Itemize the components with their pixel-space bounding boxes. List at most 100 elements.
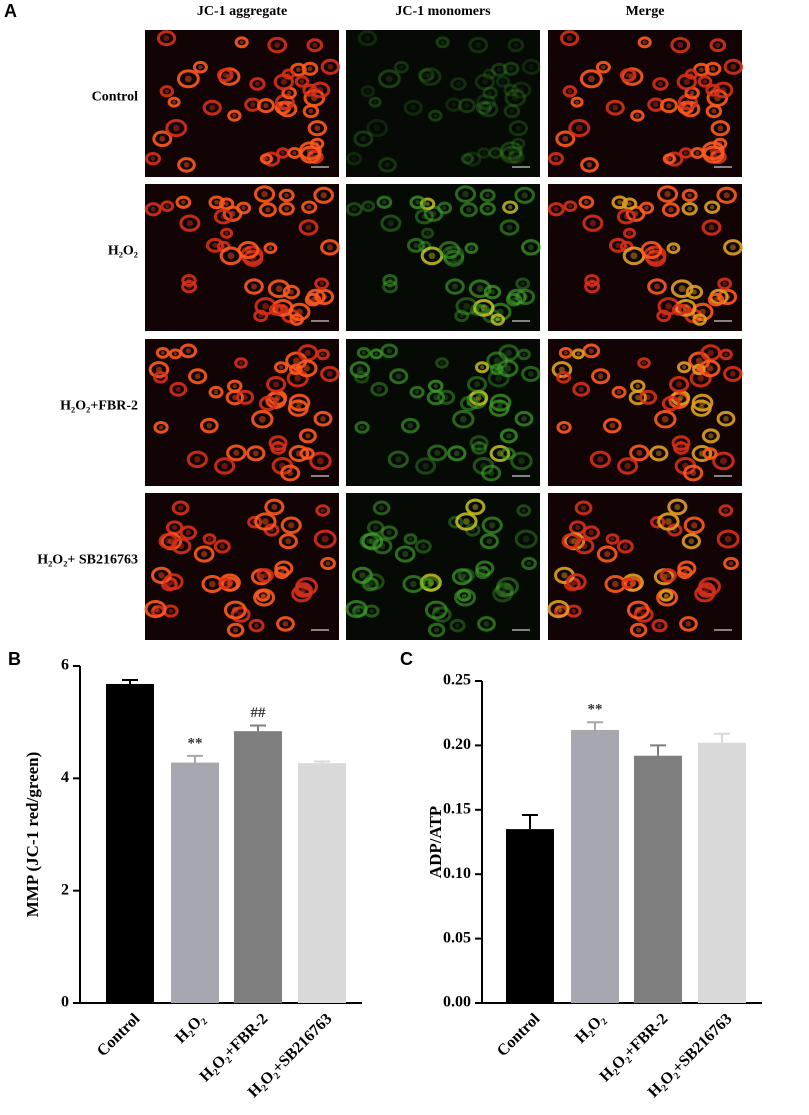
annotation: ##	[251, 705, 267, 721]
cell	[568, 119, 591, 138]
cell	[169, 381, 188, 397]
cell-core	[373, 525, 379, 531]
cell-core	[213, 390, 219, 395]
cell-core	[654, 283, 660, 290]
cell	[681, 533, 701, 550]
cell	[716, 529, 740, 549]
cell	[704, 61, 722, 76]
cell-core	[459, 313, 464, 318]
cell-core	[697, 375, 705, 382]
annotation: **	[588, 702, 603, 718]
cell	[320, 58, 340, 75]
cell	[244, 278, 264, 295]
cell-core	[683, 151, 688, 155]
cell	[226, 622, 245, 638]
cell-core	[306, 147, 314, 155]
cell-core	[642, 40, 647, 45]
cell-core	[678, 285, 686, 293]
cell	[566, 573, 587, 591]
cell	[685, 284, 704, 300]
column-header: JC-1 aggregate	[197, 4, 287, 19]
cell	[234, 357, 248, 369]
cell	[320, 365, 340, 382]
cell-core	[636, 627, 642, 633]
cell	[226, 444, 247, 462]
cell	[619, 68, 637, 83]
cell-core	[425, 231, 430, 235]
y-tick-label: 0.15	[443, 800, 471, 817]
cell	[504, 89, 527, 107]
cell-core	[258, 313, 263, 318]
cell-core	[462, 593, 467, 598]
cell-core	[373, 100, 377, 104]
cell	[349, 361, 371, 379]
cell	[145, 151, 161, 166]
cell-core	[284, 193, 289, 198]
cell-core	[486, 538, 493, 545]
cell-core	[351, 156, 357, 161]
cell	[345, 599, 368, 619]
cell-core	[648, 246, 655, 254]
cell-core	[507, 204, 513, 210]
cell	[499, 219, 520, 236]
cell	[617, 457, 639, 475]
cell	[596, 545, 618, 563]
cell-core	[306, 204, 312, 210]
cell	[665, 151, 684, 167]
cell-core	[658, 81, 663, 87]
cell-core	[273, 381, 280, 388]
cell-core	[683, 565, 690, 572]
error-bar	[587, 721, 603, 730]
cell-core	[723, 192, 730, 199]
cell	[623, 227, 637, 239]
cell	[713, 81, 734, 99]
cell-core	[691, 289, 697, 295]
cell-core	[223, 581, 227, 586]
cell-core	[271, 503, 278, 510]
y-axis-label: ADP/ATP	[426, 806, 445, 878]
cell	[521, 556, 537, 571]
cell	[661, 395, 681, 412]
cell	[213, 208, 233, 225]
cell-core	[369, 608, 374, 614]
cell-core	[500, 79, 506, 84]
error-bar	[522, 813, 538, 830]
column-header: Merge	[626, 4, 665, 19]
cell	[168, 348, 182, 360]
cell	[473, 298, 495, 317]
cell	[380, 214, 402, 232]
cell-core	[708, 224, 715, 231]
cell-core	[359, 425, 365, 430]
cell-core	[644, 205, 649, 211]
cell	[650, 515, 666, 529]
cell	[450, 77, 467, 91]
cell-core	[186, 220, 194, 227]
cell	[247, 515, 263, 529]
cell	[502, 61, 520, 76]
cell	[438, 241, 461, 260]
micrograph	[144, 493, 339, 640]
cell-core	[262, 572, 268, 578]
cell	[273, 73, 294, 91]
cell	[315, 504, 331, 517]
cell-core	[150, 156, 156, 161]
cell-core	[664, 593, 669, 598]
cell-core	[469, 156, 475, 162]
cell	[346, 151, 362, 166]
cell-core	[475, 42, 482, 49]
cell	[313, 410, 333, 427]
cell-core	[359, 572, 366, 579]
cell	[548, 151, 564, 166]
cell	[378, 157, 397, 173]
cell	[179, 214, 201, 232]
cell	[267, 279, 291, 299]
cell	[463, 151, 482, 167]
cell	[262, 151, 281, 167]
cell-core	[376, 386, 382, 392]
cell-core	[292, 357, 300, 365]
cell	[582, 525, 600, 540]
cell-core	[685, 621, 692, 627]
cell	[515, 288, 536, 306]
cell	[356, 346, 371, 359]
cell-core	[320, 508, 325, 513]
